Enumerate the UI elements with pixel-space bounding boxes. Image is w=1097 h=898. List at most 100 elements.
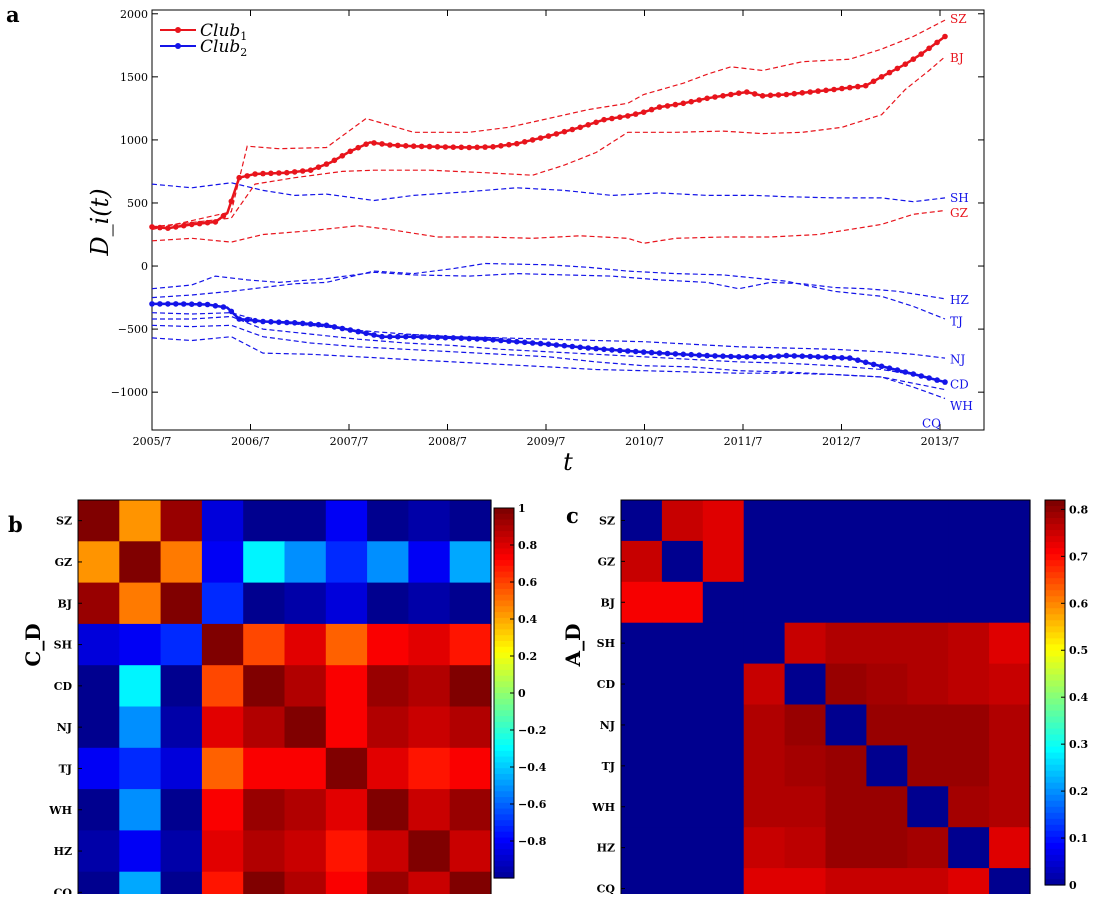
- heatmap-c-cell-gz-sh: [743, 540, 786, 583]
- heatmap-b-colorbar-segment: [494, 664, 514, 671]
- club1-point: [291, 169, 298, 175]
- club2-point: [617, 347, 623, 354]
- club1-point: [609, 115, 615, 122]
- club2-point: [736, 354, 742, 360]
- club2-point: [363, 330, 369, 337]
- heatmap-c-cell-sh-cq: [989, 622, 1031, 665]
- heatmap-b-colorbar-segment: [494, 802, 514, 810]
- heatmap-c-cell-nj-wh: [907, 704, 949, 746]
- heatmap-c-cell-bj-cd: [784, 581, 827, 624]
- heatmap-b-colorbar-segment: [494, 588, 514, 596]
- y-axis-label: D_i(t): [86, 188, 114, 256]
- heatmap-c-cell-tj-cd: [784, 745, 827, 787]
- legend-label-club2: Club2: [200, 37, 247, 59]
- club2-point: [244, 317, 250, 323]
- x-tick-label: 2006/7: [231, 435, 270, 448]
- heatmap-b-cell-cq-sh: [201, 871, 244, 898]
- heatmap-c-cell-nj-gz: [661, 704, 704, 746]
- club2-point: [188, 301, 195, 308]
- heatmap-b-cell-sz-gz: [119, 500, 162, 542]
- heatmap-b-colorbar-label: 0.4: [518, 613, 537, 626]
- x-tick-label: 2009/7: [527, 435, 566, 448]
- club2-point: [632, 348, 639, 355]
- heatmap-b-row-label: CD: [54, 680, 73, 693]
- club1-point: [664, 103, 671, 109]
- heatmap-c-cell-cq-hz: [948, 868, 990, 898]
- heatmap-b-cell-cq-nj: [284, 871, 327, 898]
- club2-point: [426, 334, 433, 341]
- club2-point: [831, 354, 837, 361]
- heatmap-c-cell-sz-sz: [621, 500, 663, 542]
- panel-letter-c: c: [566, 503, 579, 528]
- heatmap-c-cell-cq-nj: [825, 868, 867, 898]
- heatmap-c-cell-sz-sh: [743, 500, 786, 542]
- club1-point: [545, 133, 552, 139]
- club2-point: [807, 353, 813, 360]
- heatmap-b-cell-bj-nj: [284, 582, 327, 625]
- heatmap-b-cell-wh-cq: [449, 789, 492, 831]
- club2-point: [506, 338, 512, 344]
- club2-point: [490, 337, 496, 343]
- club2-point: [315, 321, 322, 328]
- club1-point: [466, 144, 473, 151]
- y-tick-label: 1000: [120, 134, 148, 147]
- club1-point: [767, 92, 774, 99]
- heatmap-c-cell-bj-hz: [948, 581, 990, 624]
- club2-point: [149, 301, 155, 307]
- heatmap-b-cell-bj-sh: [201, 582, 244, 625]
- heatmap-c-colorbar-segment: [1045, 668, 1065, 676]
- end-label-sz: SZ: [950, 12, 967, 26]
- heatmap-c-cell-tj-sh: [743, 745, 786, 787]
- heatmap-c-row-label: GZ: [598, 555, 615, 568]
- club2-point: [387, 333, 393, 340]
- heatmap-b-colorbar-segment: [494, 825, 514, 833]
- heatmap-c-cell-wh-sz: [621, 786, 663, 828]
- heatmap-b-row-label: WH: [48, 804, 72, 817]
- heatmap-c-cell-bj-bj: [702, 581, 745, 624]
- heatmap-b-colorbar-segment: [494, 669, 514, 677]
- club1-point: [791, 90, 798, 97]
- club1-point: [870, 78, 877, 85]
- heatmap-c-cell-sz-hz: [948, 500, 990, 542]
- heatmap-b-cell-cd-hz: [408, 665, 451, 708]
- heatmap-c-colorbar-segment: [1045, 872, 1065, 880]
- club2-point: [704, 352, 710, 359]
- club2-point: [910, 371, 917, 377]
- heatmap-b-colorbar-segment: [494, 594, 514, 602]
- club1-point: [839, 85, 845, 92]
- club1-point: [569, 126, 576, 133]
- heatmap-b-colorbar-segment: [494, 560, 514, 567]
- club1-point: [910, 56, 917, 62]
- heatmap-c-cell-tj-wh: [907, 745, 949, 787]
- club2-point: [268, 319, 274, 325]
- heatmap-b-cell-sh-wh: [367, 623, 409, 666]
- club2-point: [482, 336, 488, 343]
- heatmap-b-cell-hz-cd: [243, 830, 286, 873]
- series-cq: [151, 336, 946, 400]
- club1-point: [640, 109, 647, 115]
- heatmap-b-colorbar-segment: [494, 733, 514, 740]
- club1-point: [434, 144, 441, 150]
- heatmap-b-cell-hz-cq: [449, 830, 492, 873]
- heatmap-b-cell-wh-sh: [201, 789, 244, 831]
- heatmap-c-cell-cq-cd: [784, 868, 827, 898]
- heatmap-c-cell-wh-sh: [743, 786, 786, 828]
- club2-point: [561, 342, 568, 349]
- heatmap-b-cell-sh-sh: [201, 623, 244, 666]
- heatmap-b-cell-cd-bj: [160, 665, 203, 708]
- heatmap-b-colorbar-segment: [494, 698, 514, 706]
- heatmap-b-cell-gz-hz: [408, 541, 451, 584]
- heatmap-c-cell-sh-tj: [866, 622, 908, 665]
- heatmap-b-cell-cd-cq: [449, 665, 492, 708]
- legend-marker-club1: [175, 27, 181, 33]
- heatmap-c-cell-hz-sh: [743, 827, 786, 869]
- heatmap-b-cell-hz-bj: [160, 830, 203, 873]
- club2-point: [157, 301, 163, 307]
- heatmap-c-cell-sz-nj: [825, 500, 867, 542]
- heatmap-b-colorbar-segment: [494, 745, 514, 752]
- markers-club1: [149, 33, 948, 231]
- heatmap-c-cell-sz-bj: [702, 500, 745, 542]
- club2-point: [236, 316, 242, 322]
- heatmap-c-cell-cq-sh: [743, 868, 786, 898]
- heatmap-c-row-label: CQ: [597, 883, 616, 894]
